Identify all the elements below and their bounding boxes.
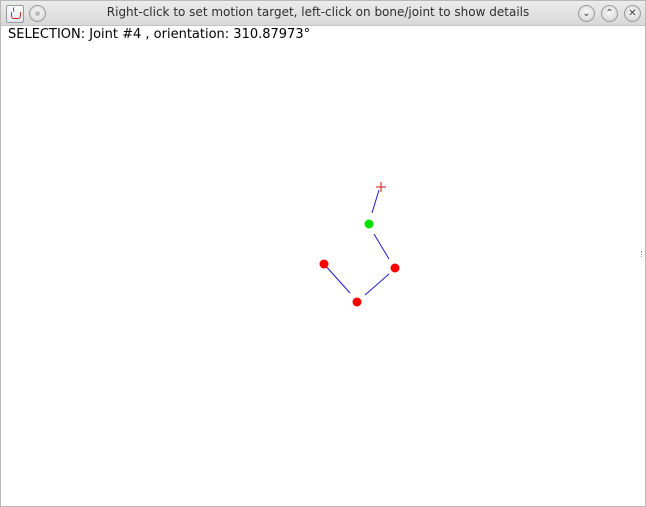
window-menu-dot-icon	[35, 11, 40, 16]
joint-1[interactable]	[319, 259, 329, 269]
bone-4[interactable]	[371, 189, 380, 214]
close-button[interactable]: ✕	[624, 5, 641, 22]
selection-status-text: SELECTION: Joint #4 , orientation: 310.8…	[8, 27, 311, 42]
skeleton-canvas[interactable]	[1, 26, 645, 506]
resize-grip[interactable]	[641, 251, 645, 257]
motion-target-crosshair-icon	[376, 182, 386, 192]
java-app-icon[interactable]	[6, 5, 24, 23]
joint-4-selected[interactable]	[364, 219, 374, 229]
joint-2[interactable]	[352, 297, 362, 307]
maximize-button[interactable]: ⌃	[601, 5, 618, 22]
bone-2[interactable]	[364, 273, 390, 296]
java-steam-shape	[13, 7, 17, 12]
title-bar[interactable]: Right-click to set motion target, left-c…	[1, 1, 645, 26]
minimize-button[interactable]: ⌄	[578, 5, 595, 22]
java-cup-shape	[11, 12, 21, 19]
window-title: Right-click to set motion target, left-c…	[106, 5, 530, 19]
window-menu-button[interactable]	[29, 5, 46, 22]
bone-3[interactable]	[373, 233, 390, 260]
joint-3[interactable]	[390, 263, 400, 273]
bone-1[interactable]	[323, 263, 351, 294]
